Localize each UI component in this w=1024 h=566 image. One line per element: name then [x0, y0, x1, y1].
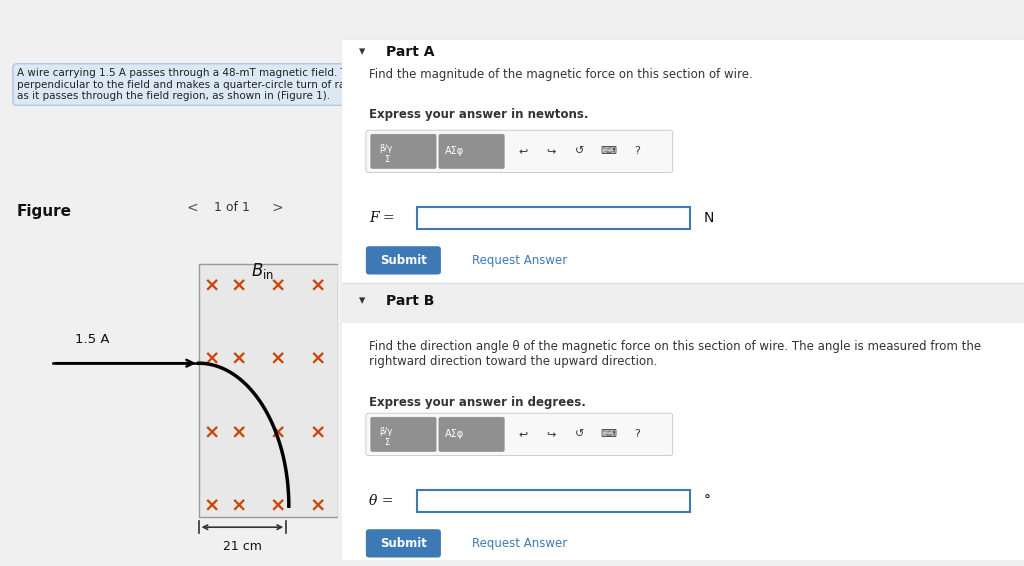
Text: Σ: Σ: [384, 438, 389, 447]
FancyBboxPatch shape: [439, 417, 505, 452]
Text: Submit: Submit: [380, 254, 427, 267]
Bar: [199, 264, 338, 517]
Text: 21 cm: 21 cm: [223, 540, 262, 553]
Text: ×: ×: [204, 423, 220, 442]
Text: ×: ×: [230, 497, 247, 516]
Text: ↪: ↪: [547, 429, 556, 439]
Bar: [342, 560, 1024, 566]
FancyBboxPatch shape: [417, 490, 690, 512]
Bar: [342, 40, 1024, 283]
Text: β/γ: β/γ: [380, 144, 393, 153]
Text: ×: ×: [270, 276, 287, 295]
Text: ×: ×: [270, 423, 287, 442]
Text: ?: ?: [635, 429, 640, 439]
Text: ▾: ▾: [359, 294, 366, 307]
Text: ΑΣφ: ΑΣφ: [444, 146, 464, 156]
Text: °: °: [703, 494, 711, 508]
Bar: [342, 37, 1024, 79]
Text: Submit: Submit: [380, 537, 427, 550]
Text: ×: ×: [310, 423, 327, 442]
Text: N: N: [703, 211, 714, 225]
Text: Part A: Part A: [386, 45, 435, 59]
Text: ×: ×: [310, 497, 327, 516]
Text: ×: ×: [270, 497, 287, 516]
Text: Express your answer in newtons.: Express your answer in newtons.: [370, 108, 589, 121]
Bar: [342, 323, 1024, 566]
FancyBboxPatch shape: [366, 413, 673, 456]
Text: ↪: ↪: [547, 146, 556, 156]
Text: <: <: [187, 201, 199, 215]
Text: Request Answer: Request Answer: [472, 254, 567, 267]
Text: ΑΣφ: ΑΣφ: [444, 429, 464, 439]
FancyBboxPatch shape: [366, 130, 673, 173]
FancyBboxPatch shape: [366, 529, 441, 558]
Text: ×: ×: [310, 276, 327, 295]
Text: ↩: ↩: [518, 429, 527, 439]
Text: ×: ×: [270, 350, 287, 368]
FancyBboxPatch shape: [371, 134, 436, 169]
Text: Find the direction angle θ of the magnetic force on this section of wire. The an: Find the direction angle θ of the magnet…: [370, 340, 981, 367]
Text: F =: F =: [370, 211, 395, 225]
Text: Part B: Part B: [386, 294, 435, 308]
Text: θ =: θ =: [370, 494, 393, 508]
FancyBboxPatch shape: [417, 207, 690, 229]
Text: A wire carrying 1.5 A passes through a 48-mT magnetic field. The wire is
perpend: A wire carrying 1.5 A passes through a 4…: [17, 68, 402, 101]
Text: ▾: ▾: [359, 45, 366, 58]
Text: ↺: ↺: [575, 429, 585, 439]
Text: ⌨: ⌨: [601, 429, 616, 439]
Text: Σ: Σ: [384, 155, 389, 164]
Text: >: >: [272, 201, 284, 215]
FancyBboxPatch shape: [439, 134, 505, 169]
Text: ?: ?: [635, 146, 640, 156]
Text: Find the magnitude of the magnetic force on this section of wire.: Find the magnitude of the magnetic force…: [370, 68, 753, 81]
Text: ×: ×: [204, 276, 220, 295]
Text: β/γ: β/γ: [380, 427, 393, 436]
FancyBboxPatch shape: [371, 417, 436, 452]
Text: ×: ×: [310, 350, 327, 368]
Text: 1 of 1: 1 of 1: [214, 201, 250, 214]
Text: $B_\mathrm{in}$: $B_\mathrm{in}$: [251, 261, 273, 281]
Text: ↺: ↺: [575, 146, 585, 156]
Text: ↩: ↩: [518, 146, 527, 156]
Text: Figure: Figure: [17, 204, 72, 219]
Text: ×: ×: [230, 276, 247, 295]
Text: ×: ×: [230, 423, 247, 442]
Text: ×: ×: [204, 497, 220, 516]
Text: ×: ×: [204, 350, 220, 368]
Text: Request Answer: Request Answer: [472, 537, 567, 550]
Bar: [342, 286, 1024, 328]
Text: ⌨: ⌨: [601, 146, 616, 156]
Text: ×: ×: [230, 350, 247, 368]
Text: Express your answer in degrees.: Express your answer in degrees.: [370, 396, 586, 409]
Text: 1.5 A: 1.5 A: [75, 333, 110, 346]
FancyBboxPatch shape: [366, 246, 441, 275]
